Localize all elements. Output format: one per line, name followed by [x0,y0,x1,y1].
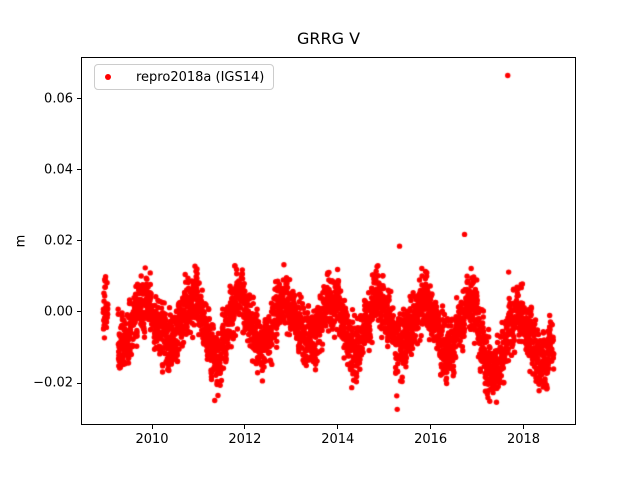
legend: repro2018a (IGS14) [94,64,275,90]
x-tick-label: 2012 [228,432,262,447]
x-tick-mark [244,425,246,429]
x-tick-mark [523,425,525,429]
y-tick-mark [77,311,81,313]
x-tick-label: 2018 [506,432,541,447]
y-tick-label: 0.04 [44,162,73,178]
legend-marker-dot-icon [105,74,111,80]
y-tick-label: 0.00 [44,304,73,320]
x-tick-label: 2014 [321,432,355,447]
y-tick-mark [77,240,81,242]
y-tick-label: −0.02 [33,375,73,391]
legend-label: repro2018a (IGS14) [136,69,265,85]
x-tick-mark [151,425,153,429]
x-tick-label: 2016 [414,432,448,447]
x-tick-mark [337,425,339,429]
x-tick-label: 2010 [135,432,169,447]
y-tick-label: 0.06 [44,91,73,107]
y-tick-label: 0.02 [44,233,73,249]
x-tick-mark [430,425,432,429]
y-tick-mark [77,169,81,171]
y-tick-mark [77,98,81,100]
y-tick-mark [77,382,81,384]
